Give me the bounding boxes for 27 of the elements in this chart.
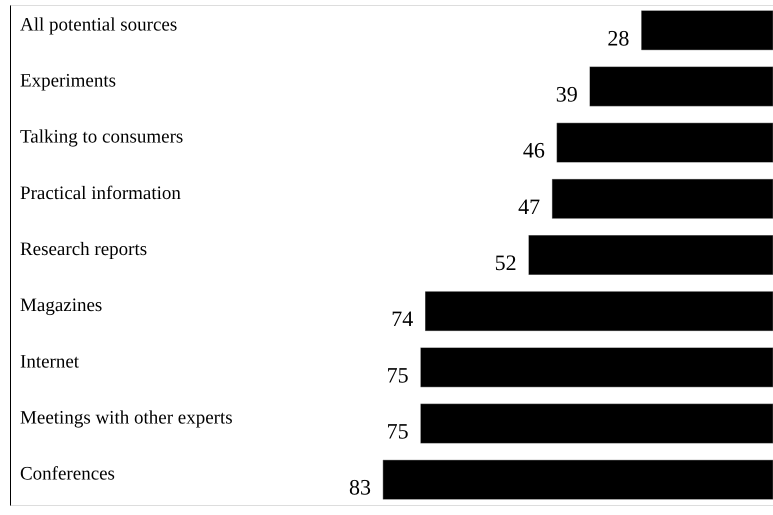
y-tick-label: Magazines <box>20 295 102 316</box>
bar <box>420 347 773 388</box>
data-label: 28 <box>607 25 630 50</box>
data-label: 46 <box>522 138 545 163</box>
bar <box>382 460 773 500</box>
y-tick-label: Talking to consumers <box>20 126 184 148</box>
bar <box>556 122 773 163</box>
bar <box>425 291 773 332</box>
y-tick-label: Research reports <box>20 239 148 260</box>
bar <box>420 404 773 444</box>
y-tick-label: Conferences <box>20 464 115 485</box>
y-tick-label: Experiments <box>20 70 116 92</box>
y-tick-label: Meetings with other experts <box>20 408 233 429</box>
data-label: 75 <box>386 362 409 388</box>
data-label: 52 <box>494 250 517 275</box>
y-tick-label: All potential sources <box>20 14 178 36</box>
bar <box>589 66 773 106</box>
data-label: 83 <box>349 474 371 500</box>
y-tick-label: Practical information <box>20 182 182 204</box>
bar <box>552 178 773 219</box>
bar <box>641 10 773 50</box>
data-label: 39 <box>556 81 578 106</box>
data-label: 47 <box>518 194 540 219</box>
bar <box>528 235 773 275</box>
y-tick-label: Internet <box>20 351 80 372</box>
data-label: 75 <box>386 418 409 444</box>
data-label: 74 <box>391 306 414 332</box>
